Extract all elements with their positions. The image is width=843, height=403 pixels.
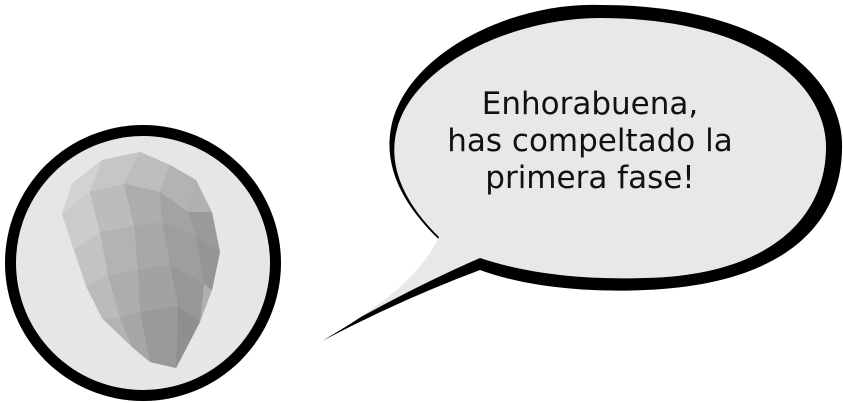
dialog-line: primera fase! (485, 160, 695, 197)
speech-bubble (322, 4, 843, 342)
dialog-line: Enhorabuena, (481, 86, 699, 122)
dialog-line: has compeltado la (447, 123, 733, 160)
avatar (5, 125, 281, 401)
dialog-message: Enhorabuena, has compeltado la primera f… (420, 86, 760, 198)
speech-bubble-fill (350, 18, 827, 323)
low-poly-head-icon (62, 152, 220, 368)
